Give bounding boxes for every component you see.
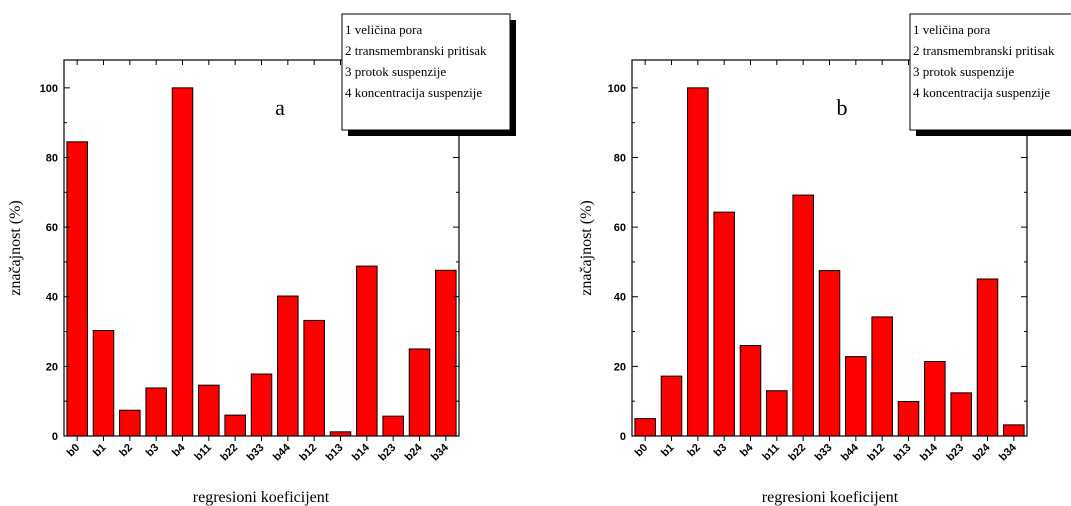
bar-b4 [171, 87, 194, 437]
x-tick-label-b11: b11 [192, 442, 213, 463]
bar-b2 [687, 87, 709, 437]
legend-box: 1 veličina pora 2 transmembranski pritisa… [341, 13, 516, 136]
x-tick-label-b44: b44 [839, 441, 862, 464]
y-tick-label: 20 [614, 361, 626, 373]
bar-b13 [897, 401, 920, 437]
x-tick-label-b33: b33 [245, 442, 267, 464]
y-tick-label: 20 [46, 361, 58, 373]
y-tick-label: 60 [614, 222, 626, 234]
chart-panel-a: 0 20 40 60 80 100 b0 b1 b2 b3 b4 b11 b22 b33 b44 b12 b13… [7, 13, 516, 506]
y-tick-label: 40 [46, 292, 58, 304]
y-tick-label: 100 [608, 83, 626, 95]
x-tick-label-b24: b24 [403, 441, 426, 464]
bar-b3 [713, 211, 735, 437]
legend-entry: 2 transmembranski pritisak [913, 43, 1055, 58]
x-tick-label-b24: b24 [971, 441, 994, 464]
x-tick-label-b0: b0 [65, 442, 83, 460]
bar-b12 [871, 316, 893, 437]
panel-letter: b [837, 95, 848, 120]
legend-entry: 3 protok suspenzije [345, 64, 446, 79]
y-tick-label: 40 [614, 292, 626, 304]
bar-b3 [145, 387, 167, 437]
x-tick-label-b23: b23 [944, 442, 966, 464]
bar-b1 [92, 330, 115, 437]
bar-b44 [277, 295, 299, 437]
bar-b1 [660, 375, 683, 437]
x-tick-label-b13: b13 [892, 442, 914, 464]
x-tick-label-b13: b13 [324, 442, 346, 464]
chart-panel-b: 0 20 40 60 80 100 b0 b1 b2 b3 b4 b11 b22 b33 b44 b12 b13… [578, 13, 1071, 506]
bar-b23 [950, 392, 972, 437]
legend-entry: 4 koncentracija suspenzije [345, 85, 482, 100]
x-tick-label-b1: b1 [91, 442, 109, 460]
legend-entry: 3 protok suspenzije [913, 64, 1014, 79]
bar-b34 [1003, 424, 1025, 437]
legend-box: 1 veličina pora 2 transmembranski pritisa… [909, 13, 1071, 136]
x-tick-label-b2: b2 [685, 442, 703, 460]
y-axis-title: značajnost (%) [7, 200, 24, 296]
legend-entry: 1 veličina pora [913, 22, 990, 37]
bar-b0 [634, 418, 656, 437]
bar-b23 [382, 415, 404, 437]
bar-b0 [66, 141, 88, 437]
bar-b14 [924, 361, 946, 437]
x-tick-label-b14: b14 [918, 441, 941, 464]
legend-frame [909, 13, 1071, 131]
bar-b33 [250, 373, 273, 437]
y-axis-title: značajnost (%) [578, 200, 595, 296]
x-tick-label-b3: b3 [712, 442, 730, 460]
x-tick-label-b22: b22 [786, 442, 808, 464]
bar-b44 [845, 356, 867, 437]
y-tick-label: 0 [620, 431, 626, 443]
bar-b2 [119, 409, 141, 437]
y-tick-label: 80 [46, 152, 58, 164]
legend-entry: 1 veličina pora [345, 22, 422, 37]
x-tick-label-b34: b34 [997, 441, 1020, 464]
bar-b13 [329, 431, 352, 437]
bar-b24 [408, 348, 431, 437]
x-tick-label-b4: b4 [738, 441, 756, 459]
bar-b4 [739, 344, 762, 437]
x-tick-label-b12: b12 [865, 442, 887, 464]
y-tick-label: 80 [614, 152, 626, 164]
x-tick-label-b34: b34 [429, 441, 452, 464]
legend-frame [341, 13, 511, 131]
x-tick-label-b14: b14 [350, 441, 373, 464]
x-axis-title: regresioni koeficijent [762, 489, 899, 506]
legend-entry: 2 transmembranski pritisak [345, 43, 487, 58]
x-tick-label-b0: b0 [633, 442, 651, 460]
y-tick-label: 100 [40, 83, 58, 95]
bar-b11 [198, 384, 220, 437]
bar-b22 [792, 194, 814, 437]
y-tick-label: 0 [52, 431, 58, 443]
bar-b22 [224, 414, 246, 437]
x-tick-label-b12: b12 [297, 442, 319, 464]
x-tick-label-b33: b33 [813, 442, 835, 464]
y-tick-label: 60 [46, 222, 58, 234]
bar-b24 [976, 278, 999, 437]
x-tick-label-b23: b23 [376, 442, 398, 464]
bar-b12 [303, 319, 325, 437]
panel-letter: a [275, 95, 285, 120]
x-tick-label-b22: b22 [218, 442, 240, 464]
bar-b14 [356, 265, 378, 437]
x-tick-label-b2: b2 [117, 442, 135, 460]
bar-b33 [818, 270, 841, 437]
x-tick-label-b11: b11 [760, 442, 781, 463]
x-tick-label-b3: b3 [144, 442, 162, 460]
x-tick-label-b4: b4 [170, 441, 188, 459]
bar-b34 [435, 269, 457, 437]
bar-b11 [766, 390, 788, 437]
x-axis-title: regresioni koeficijent [193, 489, 330, 506]
x-tick-label-b1: b1 [659, 442, 677, 460]
x-tick-label-b44: b44 [271, 441, 294, 464]
legend-entry: 4 koncentracija suspenzije [913, 85, 1050, 100]
